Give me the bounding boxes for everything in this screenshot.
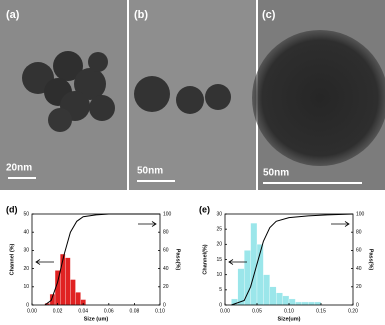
y2-tick-label: 20 <box>163 284 169 290</box>
y-tick-label: 5 <box>219 287 222 293</box>
histogram-bar <box>288 298 296 306</box>
arrow <box>35 259 54 265</box>
histogram-bar <box>70 279 76 306</box>
x-tick-label: 0.00 <box>27 308 37 314</box>
y2-tick-label: 100 <box>356 211 365 217</box>
y-tick-label: 0 <box>219 302 222 308</box>
y2-tick-label: 80 <box>356 230 362 236</box>
y2-tick-label: 100 <box>163 211 172 217</box>
histogram-bar <box>282 295 290 306</box>
plot-frame <box>31 213 161 306</box>
y2-tick-label: 40 <box>356 266 362 272</box>
histogram-bar <box>65 257 71 306</box>
arrow <box>138 221 157 227</box>
y2-axis-label: Pass(%) <box>368 249 374 271</box>
scale-label: 50nm <box>137 166 163 177</box>
tem-image-a <box>0 0 127 190</box>
x-tick-label: 0.04 <box>78 308 88 314</box>
x-tick-label: 0.00 <box>220 308 230 314</box>
y2-axis-label: Pass(%) <box>175 249 181 271</box>
histogram-bar <box>314 301 322 306</box>
y-tick-label: 50 <box>23 211 29 217</box>
y2-tick-label: 40 <box>163 266 169 272</box>
y2-tick-label: 0 <box>163 302 166 308</box>
y2-tick-label: 60 <box>356 248 362 254</box>
y-tick-label: 10 <box>23 284 29 290</box>
y-tick-label: 15 <box>216 257 222 263</box>
tem-image-b <box>129 0 256 190</box>
histogram-bar <box>250 222 258 306</box>
x-axis-label: Size (um) <box>84 316 109 322</box>
y2-tick-label: 0 <box>356 302 359 308</box>
panel-title: (d) <box>6 204 18 214</box>
x-tick-label: 0.10 <box>284 308 294 314</box>
y-tick-label: 30 <box>23 248 29 254</box>
y-tick-label: 0 <box>26 302 29 308</box>
panel-title: (e) <box>199 204 210 214</box>
y-tick-label: 10 <box>216 272 222 278</box>
y2-tick-label: 80 <box>163 230 169 236</box>
x-tick-label: 0.05 <box>252 308 262 314</box>
histogram-bar <box>237 268 245 306</box>
histogram-bar <box>75 292 81 306</box>
histogram-bar <box>263 274 270 306</box>
scale-label: 50nm <box>263 168 289 179</box>
x-tick-label: 0.02 <box>53 308 63 314</box>
y-tick-label: 20 <box>216 242 222 248</box>
arrow <box>228 259 247 265</box>
arrow <box>331 221 350 227</box>
x-tick-label: 0.08 <box>130 308 140 314</box>
y-tick-label: 40 <box>23 230 29 236</box>
histogram-bar <box>301 301 309 306</box>
histogram-bar <box>295 301 302 306</box>
x-tick-label: 0.06 <box>104 308 114 314</box>
scale-label: 20nm <box>6 163 32 174</box>
x-tick-label: 0.15 <box>316 308 326 314</box>
x-axis-label: Size(um) <box>278 316 301 322</box>
cumulative-line <box>231 213 354 306</box>
y-axis-label: Channel(%) <box>202 244 208 274</box>
y2-tick-label: 20 <box>356 284 362 290</box>
y-tick-label: 30 <box>216 211 222 217</box>
tem-image-c <box>252 0 385 190</box>
x-tick-label: 0.10 <box>155 308 165 314</box>
y-tick-label: 20 <box>23 266 29 272</box>
x-tick-label: 0.20 <box>348 308 358 314</box>
y-tick-label: 25 <box>216 226 222 232</box>
panel-label: (a) <box>6 9 20 21</box>
y2-tick-label: 60 <box>163 248 169 254</box>
panel-label: (c) <box>262 9 276 21</box>
histogram-bar <box>308 301 315 306</box>
histogram-bar <box>269 286 277 306</box>
histogram-bar <box>276 292 283 306</box>
y-axis-label: Channel (%) <box>9 243 15 275</box>
panel-label: (b) <box>134 9 148 21</box>
histogram-bar <box>244 250 251 306</box>
